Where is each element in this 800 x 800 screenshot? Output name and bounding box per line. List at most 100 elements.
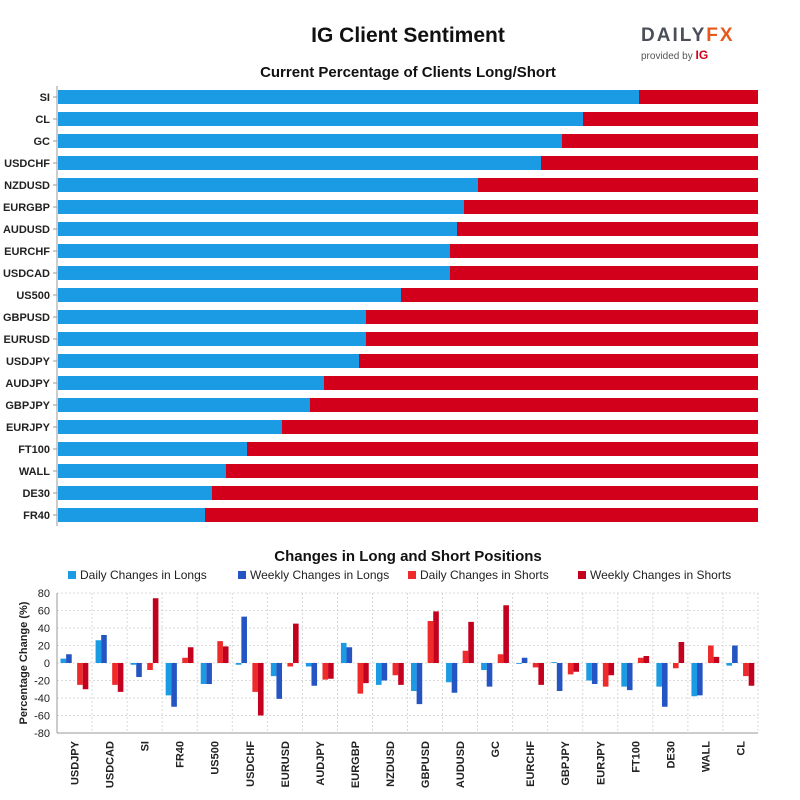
change-bar-eurgbp-weekly-changes-in-shorts: [363, 663, 369, 684]
change-bar-audusd-weekly-changes-in-shorts: [468, 621, 474, 663]
long-bar-gbpjpy: [58, 398, 310, 412]
change-bar-gbpusd-weekly-changes-in-shorts: [433, 611, 439, 663]
chart2-ylabel: Percentage Change (%): [18, 601, 30, 724]
long-bar-audusd: [58, 222, 457, 236]
chart1-category-label-gbpusd: GBPUSD: [3, 312, 50, 324]
chart2-category-label-eurgbp: EURGBP: [350, 741, 362, 788]
chart1-category-label-gbpjpy: GBPJPY: [5, 400, 50, 412]
long-bar-eurgbp: [58, 200, 464, 214]
change-bar-nzdusd-weekly-changes-in-shorts: [398, 663, 404, 685]
short-bar-gbpjpy: [310, 398, 758, 412]
change-bar-audjpy-daily-changes-in-shorts: [322, 663, 329, 680]
change-bar-eurchf-weekly-changes-in-shorts: [538, 663, 544, 685]
long-bar-ft100: [58, 442, 247, 456]
short-bar-audusd: [457, 222, 758, 236]
chart1-category-label-ft100: FT100: [18, 444, 50, 456]
chart2-ytick-label: 80: [38, 588, 50, 600]
long-bar-eurjpy: [58, 420, 282, 434]
change-bar-gbpjpy-daily-changes-in-longs: [551, 662, 557, 663]
chart1-category-label-audjpy: AUDJPY: [5, 378, 50, 390]
short-bar-eurgbp: [464, 200, 758, 214]
legend-label-weekly-shorts: Weekly Changes in Shorts: [590, 568, 732, 582]
chart1-category-label-us500: US500: [16, 290, 50, 302]
short-bar-usdchf: [541, 156, 758, 170]
short-bar-si: [639, 90, 758, 104]
long-bar-usdjpy: [58, 354, 359, 368]
legend-daily-longs[interactable]: Daily Changes in Longs: [68, 567, 207, 583]
change-bar-wall-weekly-changes-in-shorts: [713, 656, 720, 663]
chart2-category-label-fr40: FR40: [175, 741, 187, 768]
change-bar-cl-weekly-changes-in-longs: [732, 645, 738, 663]
legend-weekly-shorts[interactable]: Weekly Changes in Shorts: [578, 567, 731, 583]
short-bar-eurchf: [450, 244, 758, 258]
chart1-category-label-nzdusd: NZDUSD: [4, 180, 50, 192]
change-bar-si-weekly-changes-in-shorts: [152, 598, 159, 663]
legend-swatch-weekly-longs: [238, 571, 246, 579]
change-bar-eurchf-daily-changes-in-longs: [516, 663, 522, 664]
logo-ig: IG: [695, 48, 709, 62]
change-bar-usdjpy-weekly-changes-in-shorts: [82, 663, 89, 690]
change-bar-usdjpy-daily-changes-in-shorts: [77, 663, 83, 685]
change-bar-eurjpy-daily-changes-in-shorts: [602, 663, 609, 687]
chart1-title: Current Percentage of Clients Long/Short: [260, 64, 556, 81]
change-bar-si-weekly-changes-in-longs: [136, 663, 142, 677]
change-bar-de30-daily-changes-in-longs: [656, 663, 662, 687]
chart1-category-label-eurgbp: EURGBP: [3, 202, 50, 214]
chart2-category-label-gc: GC: [490, 741, 502, 758]
chart1-category-label-gc: GC: [34, 136, 51, 148]
short-bar-audjpy: [324, 376, 758, 390]
short-bar-fr40: [205, 508, 758, 522]
chart1-category-label-cl: CL: [35, 114, 50, 126]
change-bar-eurusd-weekly-changes-in-longs: [276, 663, 283, 699]
change-bar-eurgbp-daily-changes-in-longs: [340, 642, 347, 663]
change-bar-gbpjpy-weekly-changes-in-longs: [556, 663, 563, 691]
change-bar-usdjpy-daily-changes-in-longs: [60, 658, 67, 663]
long-bar-de30: [58, 486, 212, 500]
change-bar-si-daily-changes-in-shorts: [147, 663, 153, 670]
long-bar-si: [58, 90, 639, 104]
logo-daily: DAILY: [641, 25, 707, 46]
chart2-ytick-label: 0: [44, 658, 50, 670]
long-bar-fr40: [58, 508, 205, 522]
change-bar-eurjpy-weekly-changes-in-longs: [591, 663, 598, 684]
legend-weekly-longs[interactable]: Weekly Changes in Longs: [238, 567, 389, 583]
change-bar-gc-weekly-changes-in-longs: [486, 663, 493, 687]
change-bar-us500-daily-changes-in-longs: [200, 663, 207, 684]
chart1-category-label-audusd: AUDUSD: [3, 224, 50, 236]
long-bar-gc: [58, 134, 562, 148]
chart2-category-label-cl: CL: [735, 741, 747, 756]
change-bar-de30-daily-changes-in-shorts: [672, 663, 679, 669]
change-bar-audjpy-weekly-changes-in-shorts: [328, 663, 334, 679]
change-bar-nzdusd-weekly-changes-in-longs: [381, 663, 388, 681]
chart1-category-label-eurusd: EURUSD: [4, 334, 51, 346]
chart2-category-label-us500: US500: [210, 741, 222, 775]
chart2-category-label-audusd: AUDUSD: [455, 741, 467, 788]
legend-swatch-daily-longs: [68, 571, 76, 579]
legend-daily-shorts[interactable]: Daily Changes in Shorts: [408, 567, 549, 583]
change-bar-ft100-weekly-changes-in-shorts: [643, 656, 650, 663]
long-bar-wall: [58, 464, 226, 478]
legend-label-daily-shorts: Daily Changes in Shorts: [420, 568, 549, 582]
chart2-category-label-ft100: FT100: [630, 741, 642, 773]
change-bar-eurusd-daily-changes-in-longs: [270, 663, 277, 677]
chart1-category-label-de30: DE30: [22, 488, 50, 500]
long-bar-nzdusd: [58, 178, 478, 192]
change-bar-gc-weekly-changes-in-shorts: [503, 605, 509, 663]
short-bar-usdcad: [450, 266, 758, 280]
change-bar-usdchf-weekly-changes-in-longs: [241, 616, 247, 663]
chart1-category-label-usdjpy: USDJPY: [6, 356, 51, 368]
change-bar-audjpy-weekly-changes-in-longs: [311, 663, 318, 686]
chart2-category-label-si: SI: [140, 741, 152, 751]
change-bar-gc-daily-changes-in-longs: [481, 663, 487, 670]
chart2-category-label-wall: WALL: [700, 741, 712, 772]
change-bar-eurchf-weekly-changes-in-longs: [521, 657, 528, 663]
change-bar-gc-daily-changes-in-shorts: [497, 654, 504, 663]
chart2-category-label-de30: DE30: [665, 741, 677, 769]
change-bar-usdcad-daily-changes-in-longs: [95, 640, 102, 663]
change-bar-eurchf-daily-changes-in-shorts: [532, 663, 539, 668]
change-bar-fr40-daily-changes-in-longs: [165, 663, 172, 696]
short-bar-nzdusd: [478, 178, 758, 192]
long-bar-gbpusd: [58, 310, 366, 324]
short-bar-eurjpy: [282, 420, 758, 434]
change-bar-audusd-weekly-changes-in-longs: [451, 663, 458, 693]
